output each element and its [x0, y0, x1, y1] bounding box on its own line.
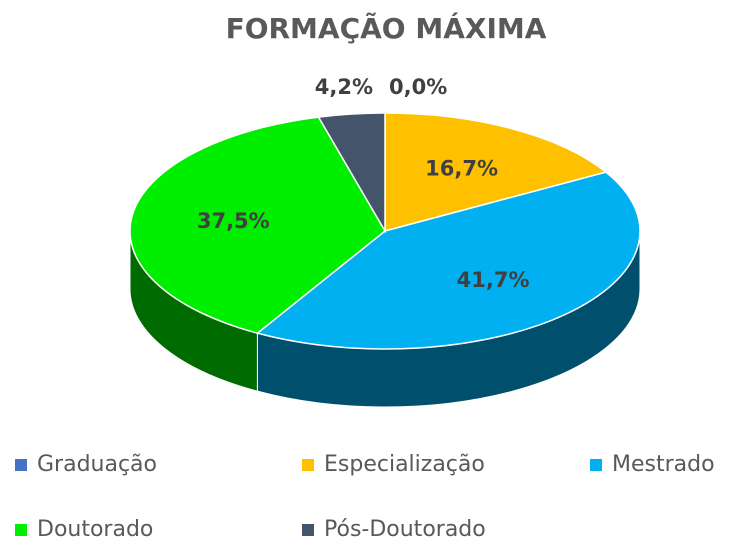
- legend-swatch: [15, 459, 27, 471]
- data-label: 16,7%: [425, 157, 498, 181]
- slice: [384, 112, 608, 232]
- legend-swatch: [15, 524, 27, 536]
- slice: [255, 171, 641, 350]
- data-label: 4,2%: [315, 75, 373, 99]
- legend-label: Mestrado: [612, 452, 715, 477]
- legend-swatch: [590, 459, 602, 471]
- slice: [129, 116, 386, 334]
- legend-swatch: [302, 524, 314, 536]
- legend-label: Especialização: [324, 452, 485, 477]
- legend-label: Graduação: [37, 452, 157, 477]
- chart-title: FORMAÇÃO MÁXIMA: [226, 11, 547, 45]
- legend: Graduação Especialização Mestrado Doutorado…: [15, 452, 715, 542]
- data-label: 37,5%: [197, 209, 270, 233]
- legend-label: Doutorado: [37, 517, 153, 542]
- legend-label: Pós-Doutorado: [324, 517, 486, 542]
- data-labels: 0,0% 16,7% 41,7% 37,5% 4,2%: [197, 75, 530, 292]
- slice: [317, 112, 386, 234]
- legend-swatch: [302, 459, 314, 471]
- data-label: 0,0%: [389, 75, 447, 99]
- pie-tops: [129, 112, 641, 350]
- data-label: 41,7%: [457, 268, 530, 292]
